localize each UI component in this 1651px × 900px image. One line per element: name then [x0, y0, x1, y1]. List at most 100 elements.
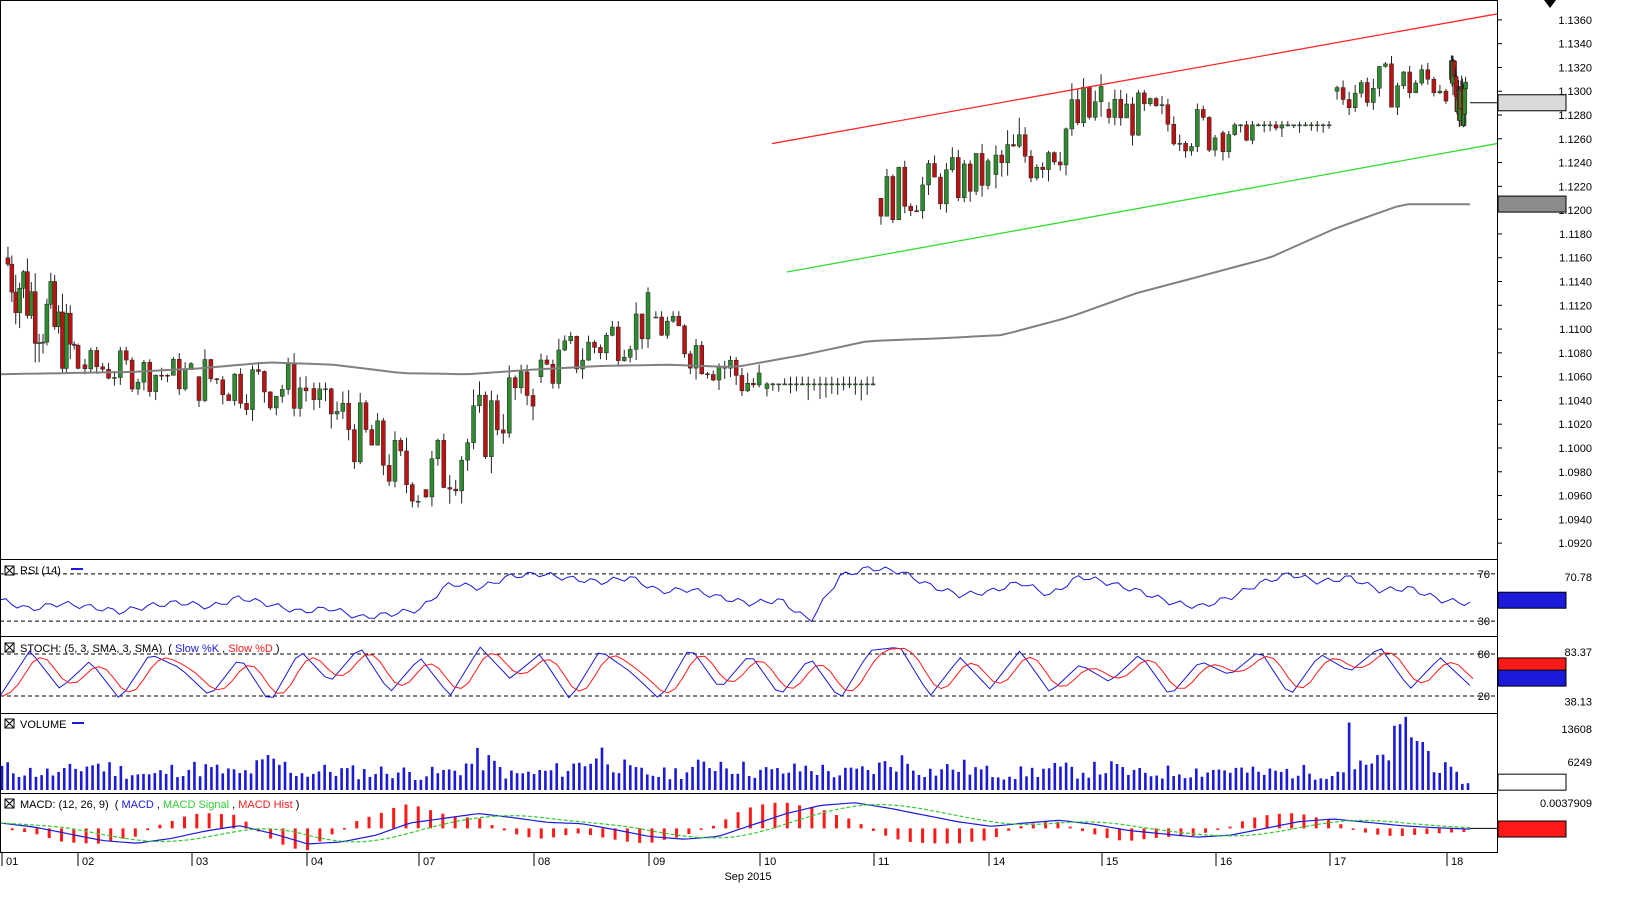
stoch-k-line	[0, 646, 1471, 699]
volume-bar	[1200, 776, 1204, 790]
volume-bar	[725, 768, 728, 790]
volume-bar	[821, 764, 825, 790]
candle-up	[1395, 85, 1400, 108]
candle-up	[21, 271, 26, 289]
macd-hist-bar	[293, 828, 297, 849]
candle-up	[323, 388, 328, 391]
candle-up	[1309, 124, 1314, 127]
candle-up	[112, 377, 117, 379]
volume-bar	[108, 762, 111, 790]
volume-bar	[1042, 768, 1045, 790]
volume-bar	[295, 775, 298, 790]
volume-bar	[0, 765, 4, 790]
x-axis-day-label: 09	[653, 856, 665, 868]
macd-hist-bar	[1290, 813, 1294, 829]
candle-up	[841, 383, 846, 386]
volume-bar	[23, 775, 26, 790]
volume-bar	[968, 774, 972, 790]
volume-bar	[1325, 778, 1328, 790]
macd-hist-bar	[1216, 828, 1220, 830]
stoch-toggle-icon[interactable]	[4, 642, 15, 653]
x-axis-month-label: Sep 2015	[724, 871, 771, 883]
macd-signal-name: MACD Signal	[163, 799, 229, 811]
volume-bar	[1228, 772, 1232, 790]
volume-bar	[153, 773, 157, 790]
sma-tag-bg	[1497, 195, 1567, 213]
volume-bar	[1404, 716, 1408, 790]
volume-bar	[119, 765, 123, 790]
volume-bar	[1353, 769, 1357, 790]
volume-bar	[345, 768, 349, 790]
candle-down	[25, 271, 30, 316]
candle-up	[823, 383, 829, 386]
volume-bar	[504, 778, 508, 790]
macd-hist-bar	[1363, 828, 1367, 833]
volume-bar	[312, 773, 315, 790]
volume-bar	[1285, 768, 1289, 790]
macd-hist-bar	[847, 818, 851, 829]
volume-bar	[878, 762, 881, 790]
macd-hist-bar	[638, 828, 642, 843]
candle-down	[226, 394, 231, 401]
volume-bar	[606, 764, 609, 790]
volume-bar	[759, 769, 762, 790]
sma-tag-group	[1497, 195, 1567, 213]
candle-up	[334, 411, 340, 415]
candle-up	[1285, 124, 1291, 127]
candle-up	[435, 440, 441, 459]
candle-down	[447, 487, 453, 490]
volume-bar	[1166, 765, 1170, 790]
price-y-tick-label: 1.1200	[1558, 205, 1592, 217]
volume-toggle-icon[interactable]	[4, 718, 15, 729]
volume-bar	[827, 771, 830, 790]
candle-up	[1463, 81, 1468, 89]
rsi-toggle-icon[interactable]	[4, 565, 15, 576]
candle-down	[483, 394, 488, 457]
x-axis-day-label: 16	[1220, 856, 1232, 868]
candle-up	[1326, 124, 1332, 127]
volume-bar	[923, 777, 926, 790]
volume-bar	[1398, 724, 1402, 790]
volume-bar	[1330, 776, 1334, 790]
macd-hist-bar	[945, 828, 949, 844]
price-y-tick-label: 1.0980	[1558, 467, 1592, 479]
macd-hist-bar	[10, 828, 14, 831]
volume-bar	[147, 774, 151, 790]
candle-down	[1075, 99, 1080, 123]
candle-up	[944, 169, 949, 205]
volume-bar	[1370, 763, 1374, 790]
candle-up	[811, 383, 817, 386]
candle-down	[501, 429, 506, 434]
volume-bar	[272, 758, 275, 790]
macd-sep1: ,	[157, 799, 163, 811]
candle-up	[297, 387, 303, 409]
volume-bar	[164, 773, 168, 790]
volume-bar	[238, 772, 242, 790]
candle-up	[633, 313, 639, 350]
volume-bar	[1206, 772, 1209, 790]
volume-bar	[549, 770, 553, 790]
candle-down	[967, 163, 973, 192]
volume-bar	[662, 767, 666, 790]
volume-bar	[232, 769, 236, 790]
macd-toggle-icon[interactable]	[4, 798, 15, 809]
volume-bar	[113, 775, 117, 790]
candle-down	[106, 368, 111, 379]
volume-bar	[176, 777, 179, 790]
volume-bar	[1132, 769, 1136, 790]
volume-bar	[1274, 770, 1277, 790]
candle-down	[13, 291, 18, 313]
macd-hist-bar	[355, 821, 359, 829]
candle-down	[914, 210, 919, 212]
candle-down	[550, 363, 556, 384]
volume-bar	[747, 775, 751, 790]
macd-hist-bar	[871, 828, 875, 831]
candle-up	[693, 345, 699, 369]
candle-up	[182, 369, 188, 390]
volume-bar	[1155, 775, 1158, 790]
candle-down	[311, 388, 317, 400]
volume-bar	[1432, 772, 1436, 790]
stoch-d-name: Slow %D	[228, 643, 273, 655]
candle-down	[159, 374, 164, 377]
candle-down	[303, 387, 309, 392]
